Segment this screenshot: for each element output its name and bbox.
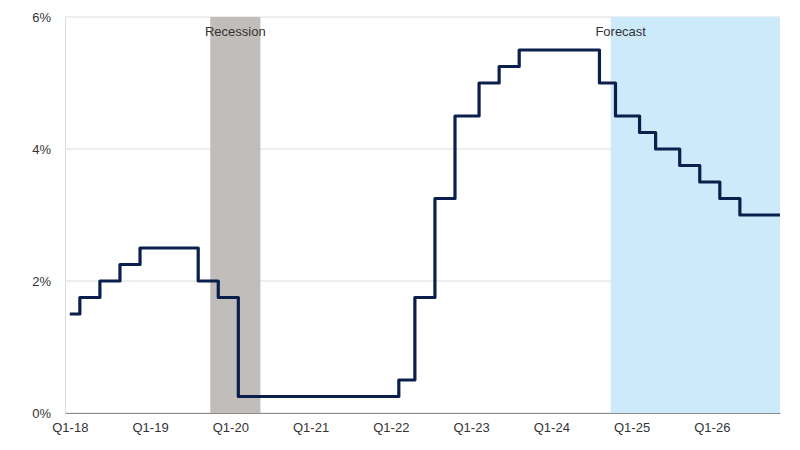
x-tick-label: Q1-21 [293, 420, 329, 435]
x-tick-label: Q1-23 [453, 420, 489, 435]
y-tick: 6% [32, 10, 65, 25]
x-tick: Q1-18 [52, 413, 88, 435]
x-tick-label: Q1-26 [694, 420, 730, 435]
y-tick-label: 6% [32, 10, 51, 25]
y-tick: 2% [32, 274, 65, 289]
x-tick: Q1-22 [373, 413, 409, 435]
x-tick-label: Q1-25 [614, 420, 650, 435]
y-tick-label: 4% [32, 142, 51, 157]
chart: RecessionForecastQ1-18Q1-19Q1-20Q1-21Q1-… [0, 0, 800, 450]
x-tick-label: Q1-18 [52, 420, 88, 435]
x-tick-label: Q1-22 [373, 420, 409, 435]
y-tick-label: 2% [32, 274, 51, 289]
x-tick: Q1-21 [293, 413, 329, 435]
y-tick: 4% [32, 142, 65, 157]
x-tick: Q1-23 [453, 413, 489, 435]
x-tick: Q1-26 [694, 413, 730, 435]
x-tick-label: Q1-19 [132, 420, 168, 435]
x-tick: Q1-20 [213, 413, 249, 435]
shaded-region [210, 17, 260, 413]
x-tick: Q1-19 [132, 413, 168, 435]
x-axis-line [66, 413, 781, 414]
y-tick: 0% [32, 406, 65, 421]
region-label: Forecast [595, 24, 646, 39]
rate-line [70, 50, 780, 397]
region-label: Recession [205, 24, 266, 39]
x-axis: Q1-18 Q1-19 Q1-20 Q1-21 Q1-22 Q1-23 Q1-24 Q1-25… [52, 413, 780, 435]
y-axis-line [65, 18, 66, 414]
x-tick: Q1-24 [534, 413, 570, 435]
x-tick: Q1-25 [614, 413, 650, 435]
x-tick-label: Q1-20 [213, 420, 249, 435]
x-tick-label: Q1-24 [534, 420, 570, 435]
grid [65, 17, 780, 413]
plot-area [70, 17, 780, 413]
y-tick-label: 0% [32, 406, 51, 421]
y-axis: 0% 2% 4% 6% [32, 10, 65, 421]
